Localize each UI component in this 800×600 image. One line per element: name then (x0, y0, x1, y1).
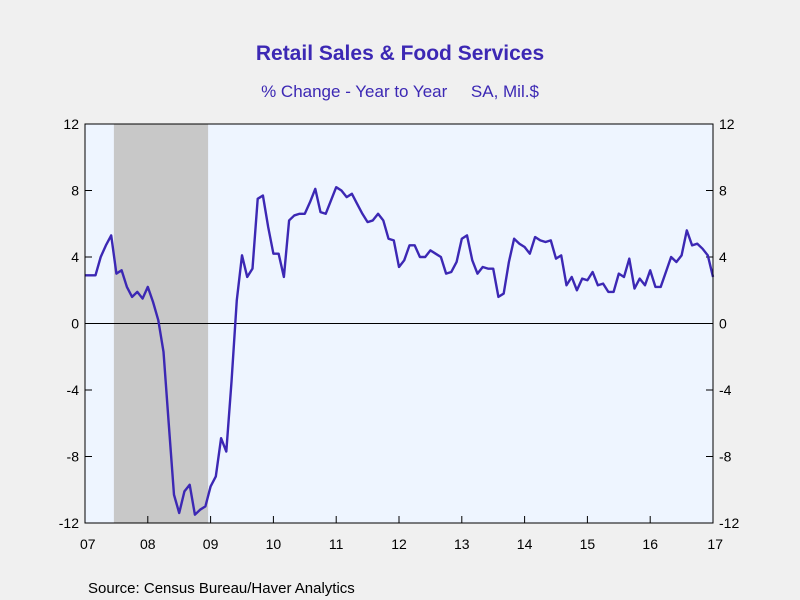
x-tick-label: 11 (329, 536, 344, 552)
x-tick-label: 14 (517, 536, 533, 552)
y-tick-label-left: 0 (71, 316, 79, 332)
chart-subtitle: % Change - Year to Year SA, Mil.$ (261, 82, 539, 101)
y-tick-label-right: 4 (719, 249, 727, 265)
y-tick-label-left: 8 (71, 183, 79, 199)
y-tick-label-right: 0 (719, 316, 727, 332)
x-tick-label: 07 (80, 536, 96, 552)
x-tick-label: 08 (140, 536, 156, 552)
x-axis: 07 08 09 10 11 12 13 14 15 16 17 (80, 516, 723, 552)
plot-frame (84, 123, 714, 524)
x-tick-label: 15 (580, 536, 596, 552)
x-tick-label: 10 (266, 536, 282, 552)
source-note: Source: Census Bureau/Haver Analytics (88, 580, 355, 597)
y-tick-label-right: 8 (719, 183, 727, 199)
y-axis-left: 12 8 4 0 -4 -8 -12 (59, 116, 92, 531)
y-tick-label-left: -8 (67, 449, 80, 465)
x-tick-label: 17 (707, 536, 723, 552)
y-tick-label-left: -4 (67, 382, 80, 398)
chart-title: Retail Sales & Food Services (256, 42, 544, 65)
y-tick-label-left: 4 (71, 249, 79, 265)
series-line (85, 185, 715, 516)
y-axis-right: 12 8 4 0 -4 -8 -12 (706, 116, 739, 531)
y-tick-label-left: 12 (63, 116, 79, 132)
y-tick-label-right: -12 (719, 515, 739, 531)
x-tick-label: 16 (642, 536, 658, 552)
x-tick-label: 13 (454, 536, 470, 552)
x-tick-label: 12 (391, 536, 407, 552)
y-tick-label-right: -8 (719, 449, 732, 465)
y-tick-label-left: -12 (59, 515, 79, 531)
x-tick-label: 09 (203, 536, 219, 552)
y-tick-label-right: -4 (719, 382, 732, 398)
y-tick-label-right: 12 (719, 116, 735, 132)
